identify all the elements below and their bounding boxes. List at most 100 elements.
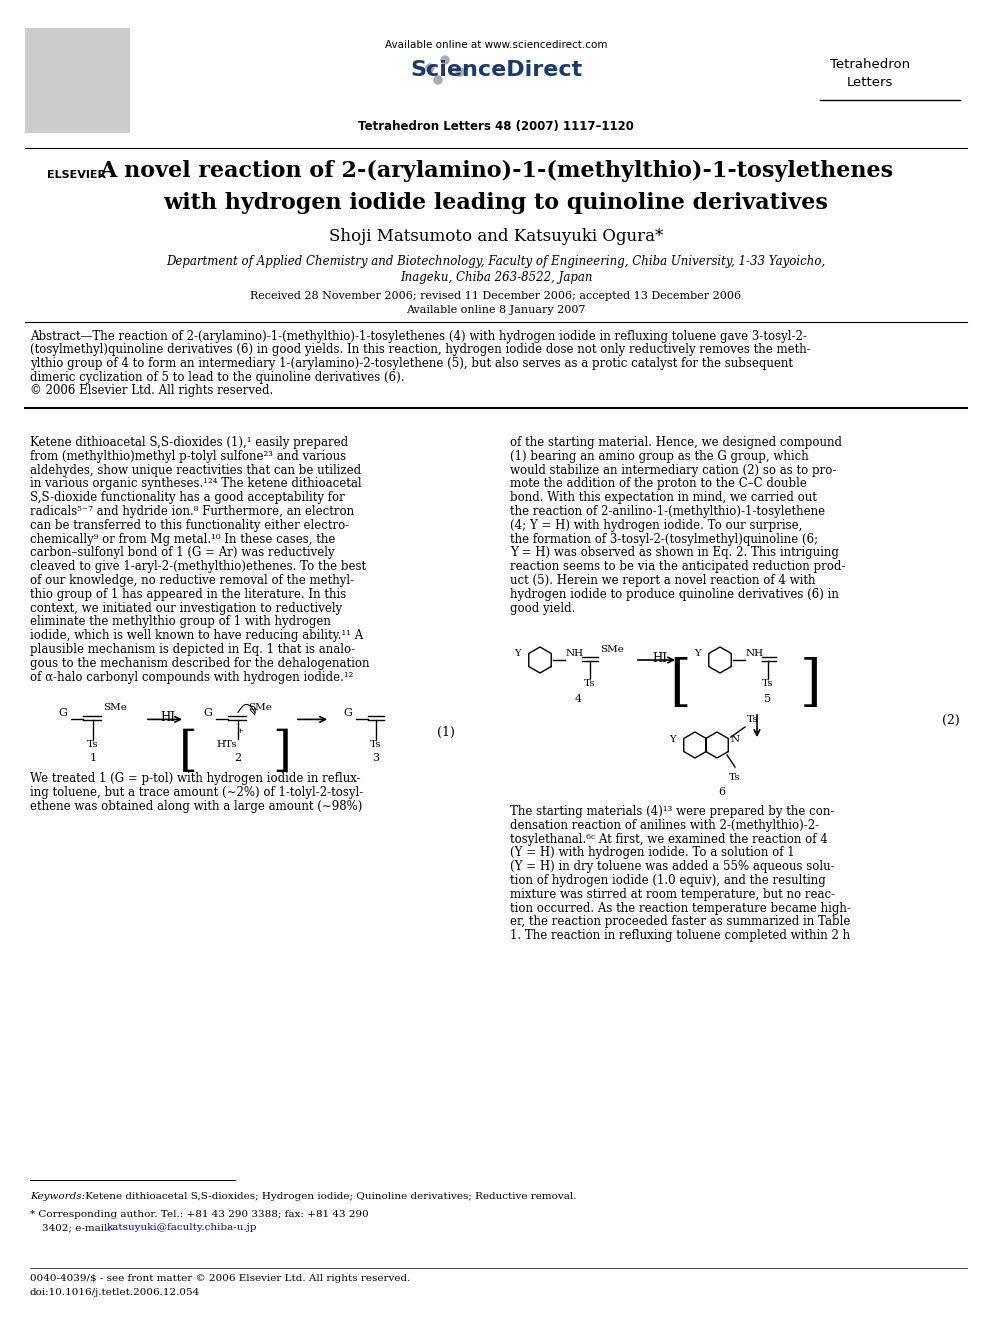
Text: mixture was stirred at room temperature, but no reac-: mixture was stirred at room temperature,… [510,888,835,901]
Text: ]: ] [273,729,292,775]
Text: S,S-dioxide functionality has a good acceptability for: S,S-dioxide functionality has a good acc… [30,491,345,504]
Text: 5: 5 [765,695,772,704]
Text: A novel reaction of 2-(arylamino)-1-(methylthio)-1-tosylethenes: A novel reaction of 2-(arylamino)-1-(met… [99,160,893,183]
Text: dimeric cyclization of 5 to lead to the quinoline derivatives (6).: dimeric cyclization of 5 to lead to the … [30,370,405,384]
Text: NH: NH [746,650,764,659]
Text: (Y = H) in dry toluene was added a 55% aqueous solu-: (Y = H) in dry toluene was added a 55% a… [510,860,834,873]
Text: mote the addition of the proton to the C–C double: mote the addition of the proton to the C… [510,478,806,491]
Text: SMe: SMe [248,703,272,712]
Text: doi:10.1016/j.tetlet.2006.12.054: doi:10.1016/j.tetlet.2006.12.054 [30,1289,200,1297]
Text: SMe: SMe [103,703,127,712]
Circle shape [441,56,449,64]
Text: katsuyuki@faculty.chiba-u.jp: katsuyuki@faculty.chiba-u.jp [107,1222,258,1232]
Text: G: G [59,708,67,718]
Text: tosylethanal.⁶ᶜ At first, we examined the reaction of 4: tosylethanal.⁶ᶜ At first, we examined th… [510,832,827,845]
Text: N: N [730,734,740,744]
Text: Tetrahedron: Tetrahedron [830,58,910,71]
Circle shape [434,75,442,83]
Text: Tetrahedron Letters 48 (2007) 1117–1120: Tetrahedron Letters 48 (2007) 1117–1120 [358,120,634,134]
Text: The starting materials (4)¹³ were prepared by the con-: The starting materials (4)¹³ were prepar… [510,804,834,818]
Text: 3402; e-mail:: 3402; e-mail: [42,1222,114,1232]
Text: HI: HI [653,651,668,664]
Text: chemically⁹ or from Mg metal.¹⁰ In these cases, the: chemically⁹ or from Mg metal.¹⁰ In these… [30,533,335,545]
Text: Y: Y [694,650,701,659]
Bar [25,28,130,134]
Text: ylthio group of 4 to form an intermediary 1-(arylamino)-2-tosylethene (5), but a: ylthio group of 4 to form an intermediar… [30,357,793,370]
Text: Y = H) was observed as shown in Eq. 2. This intriguing: Y = H) was observed as shown in Eq. 2. T… [510,546,839,560]
Text: © 2006 Elsevier Ltd. All rights reserved.: © 2006 Elsevier Ltd. All rights reserved… [30,384,273,397]
Text: Abstract—The reaction of 2-(arylamino)-1-(methylthio)-1-tosylethenes (4) with hy: Abstract—The reaction of 2-(arylamino)-1… [30,329,806,343]
Text: SMe: SMe [600,646,624,655]
Text: [: [ [670,658,690,712]
Text: plausible mechanism is depicted in Eq. 1 that is analo-: plausible mechanism is depicted in Eq. 1… [30,643,355,656]
Text: Ts: Ts [370,741,382,749]
Text: HTs: HTs [216,741,237,749]
Text: Department of Applied Chemistry and Biotechnology, Faculty of Engineering, Chiba: Department of Applied Chemistry and Biot… [167,255,825,269]
Text: Ts: Ts [584,679,596,688]
Text: Shoji Matsumoto and Katsuyuki Ogura*: Shoji Matsumoto and Katsuyuki Ogura* [329,228,663,245]
Circle shape [456,67,464,75]
Text: gous to the mechanism described for the dehalogenation: gous to the mechanism described for the … [30,656,369,669]
Text: 4: 4 [574,695,581,704]
Text: with hydrogen iodide leading to quinoline derivatives: with hydrogen iodide leading to quinolin… [164,192,828,214]
Text: Inageku, Chiba 263-8522, Japan: Inageku, Chiba 263-8522, Japan [400,271,592,284]
Circle shape [426,64,434,71]
Text: G: G [343,708,352,718]
Text: of the starting material. Hence, we designed compound: of the starting material. Hence, we desi… [510,437,842,448]
Text: carbon–sulfonyl bond of 1 (G = Ar) was reductively: carbon–sulfonyl bond of 1 (G = Ar) was r… [30,546,334,560]
Text: ]: ] [800,658,820,712]
Text: of our knowledge, no reductive removal of the methyl-: of our knowledge, no reductive removal o… [30,574,354,587]
Text: (Y = H) with hydrogen iodide. To a solution of 1: (Y = H) with hydrogen iodide. To a solut… [510,847,795,860]
Text: can be transferred to this functionality either electro-: can be transferred to this functionality… [30,519,349,532]
Text: Ts: Ts [762,679,774,688]
Text: iodide, which is well known to have reducing ability.¹¹ A: iodide, which is well known to have redu… [30,630,363,642]
Text: 0040-4039/$ - see front matter © 2006 Elsevier Ltd. All rights reserved.: 0040-4039/$ - see front matter © 2006 El… [30,1274,411,1283]
Text: the reaction of 2-anilino-1-(methylthio)-1-tosylethene: the reaction of 2-anilino-1-(methylthio)… [510,505,825,519]
Text: Y: Y [515,650,521,659]
Text: bond. With this expectation in mind, we carried out: bond. With this expectation in mind, we … [510,491,816,504]
Text: would stabilize an intermediary cation (2) so as to pro-: would stabilize an intermediary cation (… [510,463,836,476]
Text: 6: 6 [718,787,725,796]
Text: Available online at www.sciencedirect.com: Available online at www.sciencedirect.co… [385,40,607,50]
Text: Keywords:: Keywords: [30,1192,85,1201]
Text: from (methylthio)methyl p-tolyl sulfone²³ and various: from (methylthio)methyl p-tolyl sulfone²… [30,450,346,463]
Text: tion occurred. As the reaction temperature became high-: tion occurred. As the reaction temperatu… [510,901,851,914]
Text: cleaved to give 1-aryl-2-(methylthio)ethenes. To the best: cleaved to give 1-aryl-2-(methylthio)eth… [30,560,366,573]
Text: tion of hydrogen iodide (1.0 equiv), and the resulting: tion of hydrogen iodide (1.0 equiv), and… [510,875,825,886]
Text: (4; Y = H) with hydrogen iodide. To our surprise,: (4; Y = H) with hydrogen iodide. To our … [510,519,803,532]
Text: uct (5). Herein we report a novel reaction of 4 with: uct (5). Herein we report a novel reacti… [510,574,815,587]
Text: good yield.: good yield. [510,602,575,615]
Text: eliminate the methylthio group of 1 with hydrogen: eliminate the methylthio group of 1 with… [30,615,331,628]
Text: [: [ [179,729,197,775]
Text: G: G [203,708,212,718]
Text: 1: 1 [89,753,96,763]
Text: * Corresponding author. Tel.: +81 43 290 3388; fax: +81 43 290: * Corresponding author. Tel.: +81 43 290… [30,1211,369,1218]
Text: (tosylmethyl)quinoline derivatives (6) in good yields. In this reaction, hydroge: (tosylmethyl)quinoline derivatives (6) i… [30,344,810,356]
Text: context, we initiated our investigation to reductively: context, we initiated our investigation … [30,602,342,615]
Text: radicals⁵⁻⁷ and hydride ion.⁸ Furthermore, an electron: radicals⁵⁻⁷ and hydride ion.⁸ Furthermor… [30,505,354,519]
Text: ethene was obtained along with a large amount (∼98%): ethene was obtained along with a large a… [30,800,362,814]
Text: 2: 2 [234,753,242,763]
Text: Available online 8 January 2007: Available online 8 January 2007 [407,306,585,315]
Text: aldehydes, show unique reactivities that can be utilized: aldehydes, show unique reactivities that… [30,463,361,476]
Text: er, the reaction proceeded faster as summarized in Table: er, the reaction proceeded faster as sum… [510,916,850,929]
Text: ScienceDirect: ScienceDirect [410,60,582,79]
Text: Ts: Ts [87,741,99,749]
Text: of α-halo carbonyl compounds with hydrogen iodide.¹²: of α-halo carbonyl compounds with hydrog… [30,671,353,684]
Text: (1): (1) [437,726,455,740]
Text: 3: 3 [372,753,380,763]
Text: (2): (2) [942,713,960,726]
Text: reaction seems to be via the anticipated reduction prod-: reaction seems to be via the anticipated… [510,560,845,573]
Text: hydrogen iodide to produce quinoline derivatives (6) in: hydrogen iodide to produce quinoline der… [510,587,839,601]
Text: Ketene dithioacetal S,S-dioxides; Hydrogen iodide; Quinoline derivatives; Reduct: Ketene dithioacetal S,S-dioxides; Hydrog… [82,1192,576,1201]
Text: thio group of 1 has appeared in the literature. In this: thio group of 1 has appeared in the lite… [30,587,346,601]
Text: ing toluene, but a trace amount (∼2%) of 1-tolyl-2-tosyl-: ing toluene, but a trace amount (∼2%) of… [30,786,363,799]
Text: densation reaction of anilines with 2-(methylthio)-2-: densation reaction of anilines with 2-(m… [510,819,819,832]
Text: Y: Y [670,734,676,744]
Text: 1. The reaction in refluxing toluene completed within 2 h: 1. The reaction in refluxing toluene com… [510,929,850,942]
Text: Letters: Letters [847,75,893,89]
Text: Ketene dithioacetal S,S-dioxides (1),¹ easily prepared: Ketene dithioacetal S,S-dioxides (1),¹ e… [30,437,348,448]
Text: +: + [236,728,243,736]
Text: Ts: Ts [747,714,759,724]
Text: the formation of 3-tosyl-2-(tosylmethyl)quinoline (6;: the formation of 3-tosyl-2-(tosylmethyl)… [510,533,818,545]
